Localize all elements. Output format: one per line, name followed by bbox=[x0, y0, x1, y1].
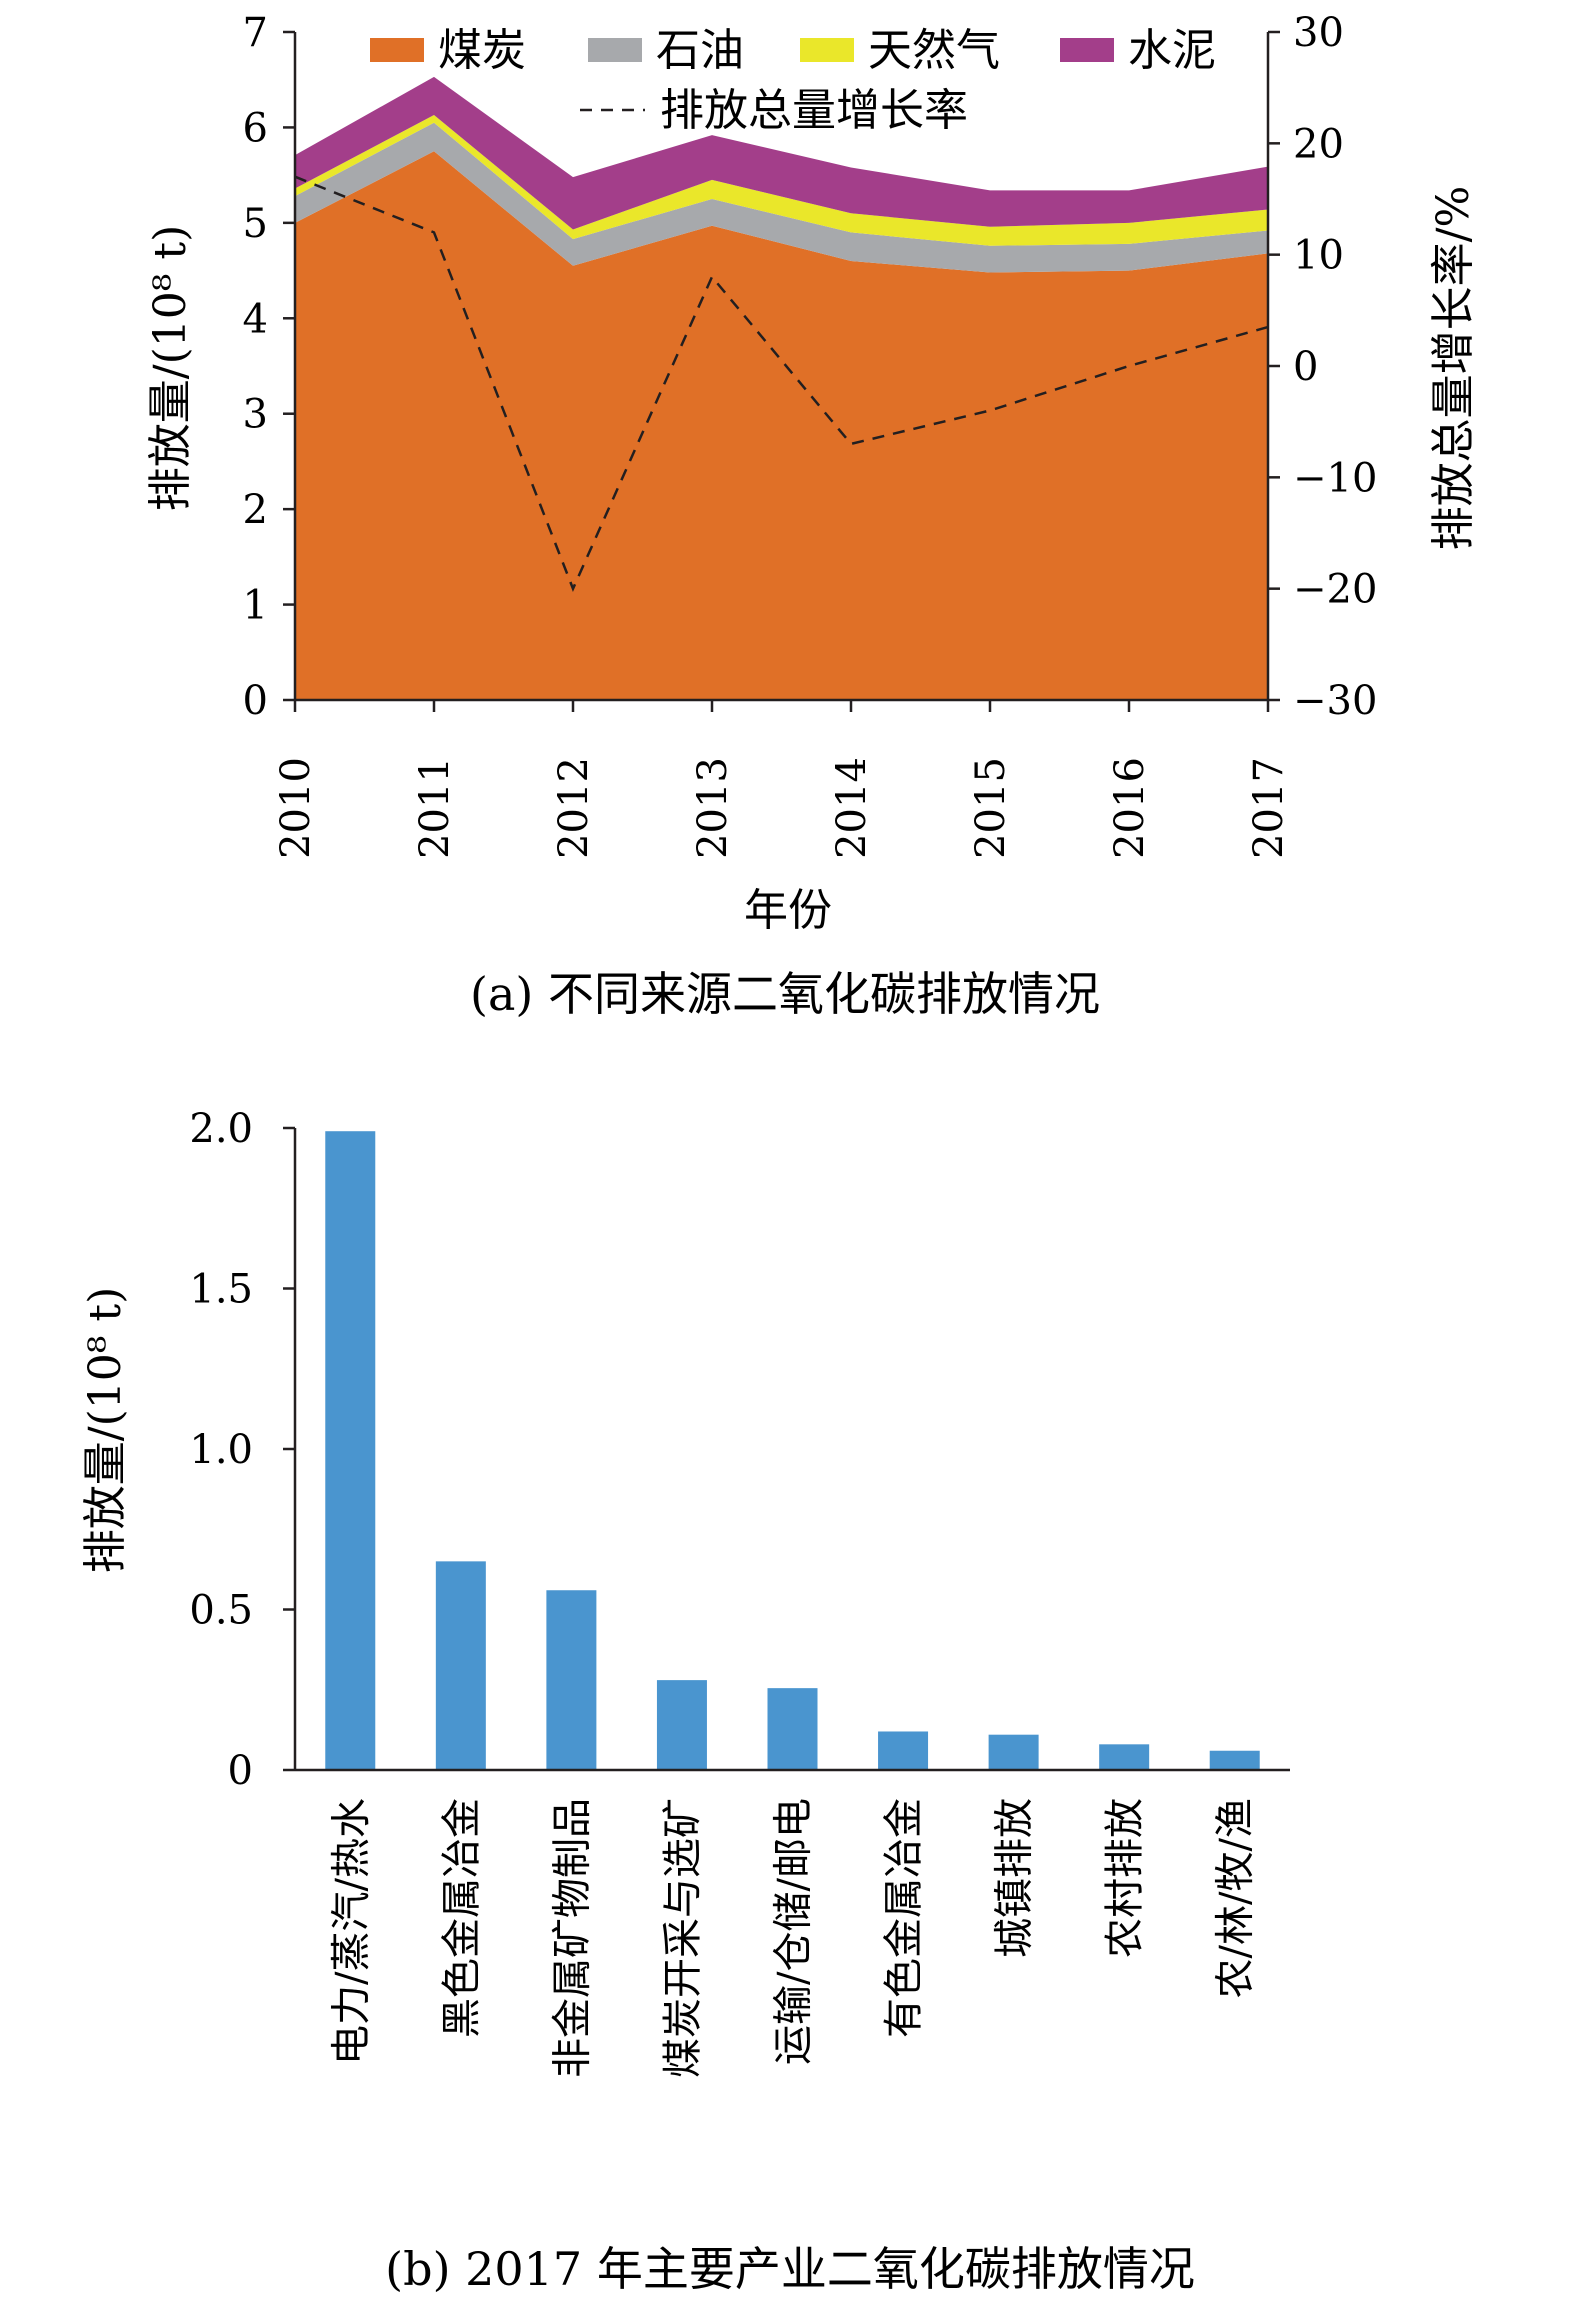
y2-tick-labels-a: 30 20 10 0 −10 −20 −30 bbox=[1293, 10, 1377, 724]
x-tick-label-b: 非金属矿物制品 bbox=[549, 1798, 595, 2078]
bar-7 bbox=[988, 1734, 1039, 1770]
bar-chart: 0 0.5 1.0 1.5 2.0 电力/蒸汽/热水 黑色金属冶金 非金属矿物制品 煤炭开采与… bbox=[80, 1106, 1290, 2296]
y2-tick-label-a: 20 bbox=[1293, 121, 1344, 167]
x-tick-label-b: 电力/蒸汽/热水 bbox=[328, 1798, 374, 2065]
bar-8 bbox=[1099, 1744, 1150, 1770]
x-tick-label-a: 2014 bbox=[829, 757, 875, 859]
y-axis-title-b: 排放量/(10⁸ t) bbox=[80, 1287, 131, 1573]
x-tick-label-b: 煤炭开采与选矿 bbox=[660, 1798, 706, 2078]
y-tick-label-a: 4 bbox=[243, 296, 268, 342]
bar-6 bbox=[878, 1731, 929, 1770]
x-tick-label-a: 2013 bbox=[690, 757, 736, 859]
y2-tick-label-a: 0 bbox=[1293, 344, 1318, 390]
y-tick-label-b: 1.0 bbox=[189, 1427, 253, 1473]
x-tick-label-a: 2012 bbox=[551, 757, 597, 859]
x-tick-labels-a: 2010 2011 2012 2013 2014 2015 2016 2017 bbox=[273, 757, 1292, 859]
x-tick-label-b: 农村排放 bbox=[1102, 1798, 1148, 1958]
growth-rate-line bbox=[294, 175, 1269, 592]
x-axis-title-a: 年份 bbox=[744, 885, 832, 936]
y2-tick-label-a: −30 bbox=[1293, 678, 1377, 724]
x-tick-label-b: 黑色金属冶金 bbox=[439, 1798, 485, 2038]
x-tick-label-a: 2016 bbox=[1107, 757, 1153, 859]
y-tick-label-b: 1.5 bbox=[189, 1267, 253, 1313]
y-tick-label-a: 3 bbox=[243, 392, 268, 438]
legend-swatch-3 bbox=[800, 38, 854, 62]
x-tick-labels-b: 电力/蒸汽/热水 黑色金属冶金 非金属矿物制品 煤炭开采与选矿 运输/仓储/邮电 有色金属… bbox=[328, 1798, 1258, 2078]
legend-swatch-1 bbox=[370, 38, 424, 62]
y-tick-label-a: 6 bbox=[243, 105, 268, 151]
y-tick-label-b: 2.0 bbox=[189, 1106, 253, 1152]
y-tick-label-a: 1 bbox=[243, 583, 268, 629]
legend-label-growth: 排放总量增长率 bbox=[660, 85, 968, 136]
area-series-3 bbox=[295, 115, 1268, 246]
x-tick-label-b: 城镇排放 bbox=[992, 1798, 1038, 1958]
x-tick-label-a: 2017 bbox=[1246, 757, 1292, 859]
y2-tick-label-a: −10 bbox=[1293, 455, 1377, 501]
y-tick-label-a: 7 bbox=[243, 10, 268, 56]
x-tick-label-a: 2011 bbox=[412, 757, 458, 859]
legend-swatch-2 bbox=[588, 38, 642, 62]
bar-3 bbox=[546, 1590, 597, 1770]
y2-tick-label-a: −20 bbox=[1293, 567, 1377, 613]
y-axis-title-a: 排放量/(10⁸ t) bbox=[145, 225, 196, 511]
x-tick-label-b: 有色金属冶金 bbox=[881, 1798, 927, 2038]
bar-4 bbox=[656, 1680, 707, 1770]
bar-5 bbox=[767, 1688, 818, 1770]
legend-swatch-4 bbox=[1060, 38, 1114, 62]
bar-9 bbox=[1209, 1750, 1260, 1770]
y-tick-label-a: 0 bbox=[243, 678, 268, 724]
y-tick-label-b: 0.5 bbox=[189, 1588, 253, 1634]
y-tick-label-b: 0 bbox=[228, 1748, 253, 1794]
area-layers bbox=[295, 76, 1268, 701]
area-series-1 bbox=[295, 151, 1268, 701]
y-tick-labels-a: 0 1 2 3 4 5 6 7 bbox=[243, 10, 268, 724]
legend-label-3: 天然气 bbox=[868, 25, 1000, 76]
caption-a: (a) 不同来源二氧化碳排放情况 bbox=[470, 967, 1100, 1021]
x-tick-label-b: 运输/仓储/邮电 bbox=[771, 1798, 817, 2065]
area-series-2 bbox=[295, 122, 1268, 273]
y-tick-label-a: 5 bbox=[243, 201, 268, 247]
bars bbox=[325, 1131, 1260, 1770]
legend-label-4: 水泥 bbox=[1128, 25, 1216, 76]
y2-tick-label-a: 10 bbox=[1293, 233, 1344, 279]
x-tick-label-a: 2015 bbox=[968, 757, 1014, 859]
axes-a bbox=[283, 30, 1280, 712]
legend-label-2: 石油 bbox=[656, 25, 744, 76]
x-tick-label-b: 农/林/牧/渔 bbox=[1213, 1798, 1259, 1998]
y2-axis-title-a: 排放总量增长率/% bbox=[1428, 186, 1479, 551]
axes-b bbox=[283, 1126, 1290, 1772]
y-tick-labels-b: 0 0.5 1.0 1.5 2.0 bbox=[189, 1106, 253, 1794]
y2-tick-label-a: 30 bbox=[1293, 10, 1344, 56]
area-series-4 bbox=[295, 76, 1268, 230]
bar-2 bbox=[435, 1561, 486, 1770]
bar-1 bbox=[325, 1131, 376, 1770]
caption-b: (b) 2017 年主要产业二氧化碳排放情况 bbox=[385, 2242, 1195, 2296]
x-tick-label-a: 2010 bbox=[273, 757, 319, 859]
legend-label-1: 煤炭 bbox=[438, 25, 526, 76]
y-tick-label-a: 2 bbox=[243, 487, 268, 533]
